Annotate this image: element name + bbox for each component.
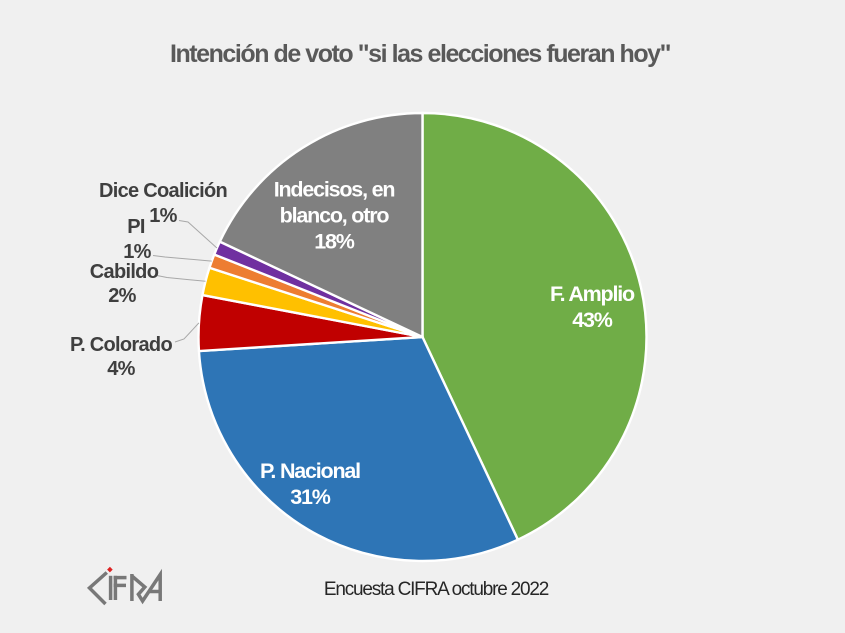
svg-text:43%: 43% [572,308,613,332]
svg-text:1%: 1% [149,205,177,227]
svg-text:Cabildo: Cabildo [90,261,159,283]
svg-text:P. Nacional: P. Nacional [260,459,360,483]
svg-text:F. Amplio: F. Amplio [550,282,635,306]
svg-text:2%: 2% [108,285,136,307]
svg-text:Dice Coalición: Dice Coalición [99,180,227,202]
svg-text:Intención de voto "si las elec: Intención de voto "si las elecciones fue… [170,40,671,68]
svg-text:31%: 31% [290,485,331,509]
svg-text:18%: 18% [314,230,355,254]
svg-text:4%: 4% [107,358,135,380]
svg-text:Indecisos, en: Indecisos, en [274,178,395,202]
svg-text:P. Colorado: P. Colorado [70,334,172,356]
svg-text:1%: 1% [123,241,151,263]
svg-text:blanco, otro: blanco, otro [280,204,390,228]
svg-text:PI: PI [127,216,145,238]
svg-text:Encuesta CIFRA octubre 2022: Encuesta CIFRA octubre 2022 [324,579,549,600]
